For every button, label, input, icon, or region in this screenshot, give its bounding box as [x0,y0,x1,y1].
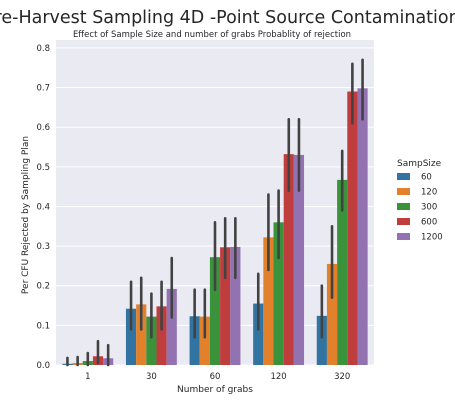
legend-swatch [397,233,410,240]
bar [209,257,221,365]
bar [326,263,338,365]
y-tick-label: 0.7 [36,84,50,94]
bar [146,316,157,365]
bar [166,288,177,365]
bar [357,88,368,365]
x-tick-label: 120 [270,372,286,382]
y-tick-label: 0.4 [36,202,50,212]
error-bars [66,58,364,367]
legend-label: 300 [421,203,437,213]
legend-label: 60 [421,173,432,183]
y-tick-label: 0.1 [36,321,50,331]
legend-label: 600 [421,218,437,228]
legend-label: 120 [421,188,437,198]
bar [293,154,305,365]
legend-title: SampSize [397,159,442,169]
bar [316,315,327,365]
y-tick-label: 0.0 [36,361,50,371]
legend-swatch [397,173,410,180]
bar [283,154,294,365]
bar [199,316,210,365]
bar [230,246,241,365]
y-tick-label: 0.5 [36,163,50,173]
bar [337,179,348,365]
bar [136,304,147,365]
y-tick-label: 0.2 [36,282,50,292]
y-tick-label: 0.3 [36,242,50,252]
bar [273,222,284,365]
bar [189,316,200,365]
chart-subtitle: Effect of Sample Size and number of grab… [73,30,351,40]
x-tick-label: 320 [334,372,350,382]
y-tick-label: 0.8 [36,44,50,54]
y-tick-labels: 0.0 0.1 0.2 0.3 0.4 0.5 0.6 0.7 0.8 [36,44,50,371]
legend: SampSize 60 120 300 600 1200 [397,159,443,243]
bar [125,308,137,365]
legend-swatch [397,218,410,225]
bar [220,247,231,365]
x-tick-labels: 1 30 60 120 320 [85,372,350,382]
x-tick-label: 30 [146,372,157,382]
x-tick-label: 1 [85,372,90,382]
legend-swatch [397,188,410,195]
bar [253,303,264,365]
bar [156,306,167,365]
bar [263,237,274,365]
x-tick-label: 60 [210,372,221,382]
bar [347,91,358,366]
y-tick-label: 0.6 [36,123,50,133]
legend-swatch [397,203,410,210]
chart-title: Pre-Harvest Sampling 4D -Point Source Co… [0,8,455,28]
y-axis-label: Per CFU Rejected by Sampling Plan [21,136,31,294]
x-axis-label: Number of grabs [177,385,253,395]
legend-label: 1200 [421,233,443,243]
bars [62,88,368,366]
